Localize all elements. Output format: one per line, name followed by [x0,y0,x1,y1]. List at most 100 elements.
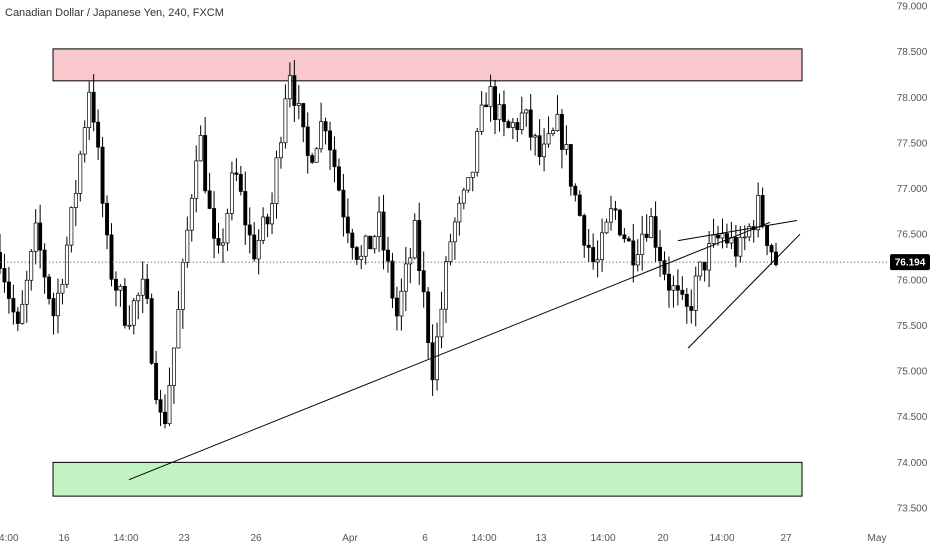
candle-body [510,122,515,128]
y-tick-label: 77.000 [897,184,928,195]
candle-body [131,300,136,326]
candle-body [756,195,761,231]
candle-body [341,189,346,218]
candle-body [626,238,631,242]
candle-body [82,127,87,155]
candle-body [479,104,484,132]
candle-body [238,174,243,192]
candle-body [484,104,489,108]
x-tick-label: 14:00 [0,533,19,544]
candle-body [212,208,217,239]
candle-body [675,285,680,291]
candle-body [279,142,283,159]
candle-body [118,285,123,291]
demand-zone [52,461,803,497]
candle-body [551,130,555,135]
candle-body [417,220,422,272]
candle-body [698,261,703,277]
x-tick-label: 16 [58,533,70,544]
candle-body [221,242,225,246]
candle-body [105,202,109,236]
candle-body [51,298,56,317]
x-tick-label: 26 [250,533,262,544]
candle-body [680,289,685,295]
candle-body [649,216,654,238]
candle-body [91,91,96,123]
y-tick-label: 75.000 [897,367,928,378]
candle-body [488,86,493,108]
candle-body [158,399,163,413]
candle-body [310,155,315,163]
x-tick-label: 20 [657,533,669,544]
candle-body [658,246,662,262]
x-tick-label: 27 [780,533,792,544]
candle-body [64,244,69,285]
candle-body [475,131,480,173]
candle-body [470,171,475,178]
candle-body [582,215,587,246]
candle-body [671,285,676,291]
candle-body [319,121,324,150]
candle-body [435,336,440,381]
candle-body [421,270,426,293]
candle-body [78,153,83,194]
candle-body [555,113,560,131]
candle-body [38,222,43,251]
y-tick-label: 77.500 [897,138,928,149]
candle-body [145,278,150,299]
candle-body [533,135,538,138]
candle-body [765,225,770,246]
candle-body [586,244,591,248]
candle-body [635,254,640,266]
candle-body [20,303,25,324]
candle-body [350,232,355,248]
candle-body [29,251,34,281]
candle-body [702,261,707,271]
candle-body [439,308,444,338]
y-tick-label: 78.000 [897,93,928,104]
candle-body [207,190,212,209]
candle-body [430,342,435,381]
candle-body [185,229,190,263]
candle-body [363,235,368,257]
candle-body [546,133,551,145]
candle-body [24,279,29,305]
candle-body [167,385,172,425]
candle-body [301,103,306,128]
candle-body [412,220,417,259]
candle-body [11,298,16,313]
candle-body [354,247,359,260]
candle-body [256,239,261,260]
candle-body [515,122,520,130]
candle-body [591,247,596,263]
y-tick-label: 78.500 [897,47,928,58]
y-tick-label: 74.500 [897,412,928,423]
candle-body [225,213,230,244]
y-axis: 79.000 78.500 78.000 77.500 77.000 76.500 76.0… [897,2,928,515]
candle-body [359,255,364,260]
candle-body [622,234,627,240]
candle-body [568,144,573,187]
candle-body [42,249,47,278]
candle-body [261,216,266,241]
candle-body [247,224,252,236]
candle-body [265,216,270,225]
candle-body [600,232,605,261]
candle-body [243,191,248,226]
wedge-lower-line [687,233,801,349]
candle-body [631,240,636,266]
supply-zone [52,48,803,82]
candle-body [738,237,743,257]
candle-body [769,245,774,253]
candle-body [448,241,453,262]
candle-body [720,233,725,239]
candle-body [519,112,524,130]
candle-body [662,260,667,275]
candle-body [198,135,203,162]
candle-body [189,197,194,231]
candle-body [742,236,747,239]
candle-body [564,144,569,150]
candle-body [171,347,176,386]
candle-body [332,149,337,168]
candle-body [270,203,274,225]
